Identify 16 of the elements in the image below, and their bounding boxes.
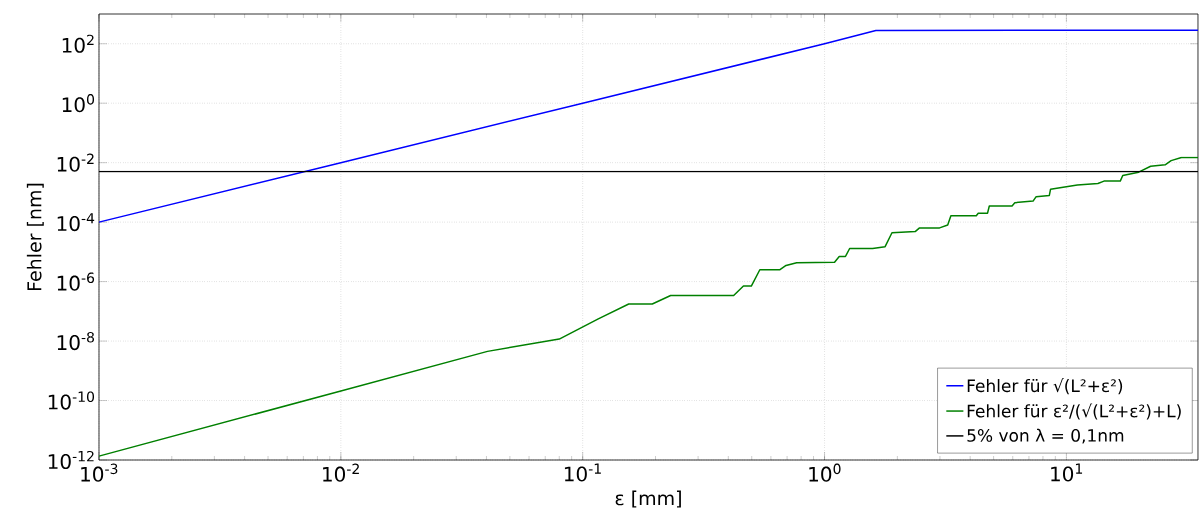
y-tick-label: 10$^{-8}$ bbox=[57, 331, 95, 351]
legend-label: 5% von λ = 0,1nm bbox=[967, 428, 1124, 444]
y-tick-label: 10$^{-4}$ bbox=[57, 213, 95, 232]
legend-label: Fehler für √(L²+ε²) bbox=[967, 378, 1123, 395]
y-tick-label: 10$^{0}$ bbox=[62, 94, 95, 113]
x-tick-label: 10$^{-1}$ bbox=[564, 463, 601, 482]
legend-label: Fehler für ε²/(√(L²+ε²)+L) bbox=[967, 403, 1181, 420]
x-axis-title: ε [mm] bbox=[615, 490, 681, 508]
y-tick-label: 10$^{2}$ bbox=[62, 34, 94, 53]
x-tick-label: 10$^{-2}$ bbox=[323, 463, 359, 482]
x-tick-label: 10$^{0}$ bbox=[809, 463, 841, 482]
y-axis-title: Fehler [nm] bbox=[26, 183, 44, 291]
x-tick-label: 10$^{1}$ bbox=[1051, 463, 1083, 482]
y-tick-label: 10$^{-6}$ bbox=[57, 272, 95, 291]
y-tick-label: 10$^{-2}$ bbox=[57, 153, 94, 172]
y-tick-label: 10$^{-10}$ bbox=[48, 391, 95, 410]
